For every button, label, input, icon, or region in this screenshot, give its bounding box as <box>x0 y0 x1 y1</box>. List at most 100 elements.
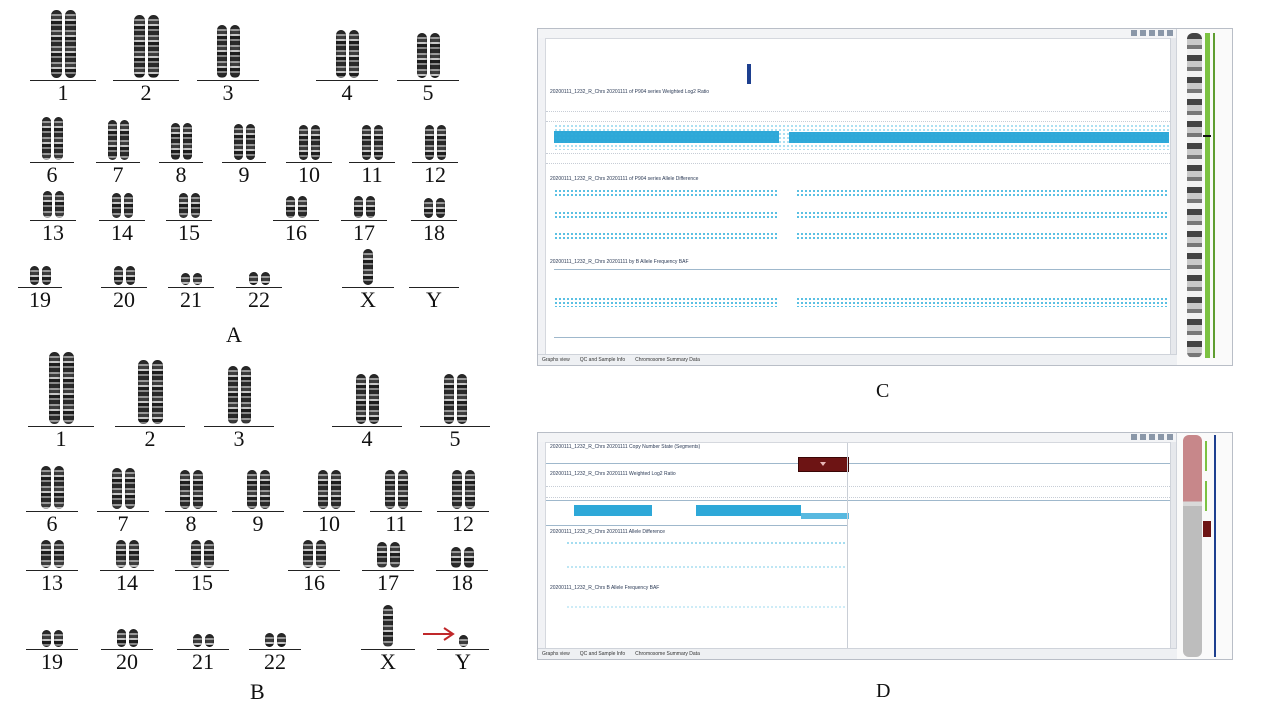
settings-icon[interactable] <box>1167 434 1173 440</box>
chromosome-label: 10 <box>298 162 320 187</box>
track-label-baf: 20200111_1232_R_Chrs B Allele Frequency … <box>550 585 660 591</box>
chromosome-label: 3 <box>222 80 234 105</box>
cnv-segment[interactable] <box>798 457 849 472</box>
chromosome-label: 16 <box>303 570 325 595</box>
chromosome-19: 19 <box>18 266 62 311</box>
chromosome-13: 13 <box>26 540 78 594</box>
zoom-out-icon[interactable] <box>1140 434 1146 440</box>
zoom-in-icon[interactable] <box>1131 434 1137 440</box>
chromosome-3: 3 <box>197 25 259 104</box>
chromosome-label: 22 <box>264 649 286 674</box>
chromosome-2: 2 <box>115 360 185 450</box>
chromosome-ideogram[interactable] <box>1183 435 1202 657</box>
vertical-scrollbar[interactable] <box>1170 442 1177 649</box>
track-label-allele: 20200111_1232_R_Chrs 20201111 of P904 se… <box>550 176 699 182</box>
chromosome-7: 7 <box>96 120 140 186</box>
chromosome-label: 11 <box>361 162 383 187</box>
chromosome-label: 15 <box>191 570 213 595</box>
cnv-viewer-window-d: 20200111_1232_R_Chrs 20201111 Copy Numbe… <box>537 432 1233 660</box>
chromosome-label: Y <box>426 287 442 312</box>
bottom-tabs: Graphs view QC and Sample Info Chromosom… <box>538 354 1177 365</box>
home-icon[interactable] <box>1149 434 1155 440</box>
panel-letter-b: B <box>250 679 265 704</box>
chromosome-18: 18 <box>436 547 488 594</box>
tab-graphs-view[interactable]: Graphs view <box>542 357 570 363</box>
track-label-cn-state: 20200111_1232_R_Chrs 20201111 Copy Numbe… <box>550 444 701 450</box>
chromosome-label: 6 <box>46 511 58 536</box>
chromosome-21: 21 <box>177 634 229 673</box>
chromosome-ideogram-panel <box>1176 433 1232 659</box>
plot-area[interactable]: 20200111_1232_R_Chrs 20201111 Copy Numbe… <box>546 443 1170 649</box>
chromosome-x: X <box>342 249 394 311</box>
chromosome-6: 6 <box>30 117 74 186</box>
panel-letter-a: A <box>226 322 242 347</box>
chromosome-label: 8 <box>185 511 197 536</box>
chromosome-20: 20 <box>101 629 153 673</box>
chromosome-6: 6 <box>26 466 78 535</box>
chromosome-x: X <box>361 605 415 673</box>
chromosome-9: 9 <box>222 124 266 186</box>
tab-chromosome-summary[interactable]: Chromosome Summary Data <box>635 651 700 657</box>
chromosome-20: 20 <box>101 266 147 311</box>
log2-band-2 <box>696 505 801 516</box>
log2-band-3 <box>801 513 849 519</box>
zoom-in-icon[interactable] <box>1131 30 1137 36</box>
chromosome-4: 4 <box>316 30 378 104</box>
left-sidebar <box>538 442 546 649</box>
chromosome-15: 15 <box>175 540 229 594</box>
search-icon[interactable] <box>1158 30 1164 36</box>
track-label-allele: 20200111_1232_R_Chrs 20201111 Allele Dif… <box>550 529 666 535</box>
chromosome-label: X <box>380 649 396 674</box>
chromosome-label: 16 <box>285 220 307 245</box>
chromosome-label: 8 <box>175 162 187 187</box>
chromosome-label: 9 <box>252 511 264 536</box>
chromosome-label: 5 <box>422 80 434 105</box>
chromosome-label: 2 <box>144 426 156 451</box>
panel-letter-d: D <box>876 680 891 702</box>
log2-band-1 <box>574 505 652 516</box>
chromosome-label: 18 <box>423 220 445 245</box>
chromosome-12: 12 <box>412 125 458 186</box>
tab-graphs-view[interactable]: Graphs view <box>542 651 570 657</box>
track-label-baf: 20200111_1232_R_Chrs 20201111 by B Allel… <box>550 259 689 265</box>
chromosome-label: 4 <box>361 426 373 451</box>
chromosome-label: 18 <box>451 570 473 595</box>
chromosome-label: 20 <box>116 649 138 674</box>
toolbar <box>538 29 1177 39</box>
chromosome-label: 13 <box>41 570 63 595</box>
chromosome-label: 17 <box>353 220 375 245</box>
chromosome-label: 7 <box>117 511 129 536</box>
chromosome-label: 12 <box>452 511 474 536</box>
chromosome-label: 13 <box>42 220 64 245</box>
tab-qc-sample-info[interactable]: QC and Sample Info <box>579 651 626 657</box>
zoom-out-icon[interactable] <box>1140 30 1146 36</box>
chromosome-13: 13 <box>30 191 76 244</box>
home-icon[interactable] <box>1149 30 1155 36</box>
search-icon[interactable] <box>1158 434 1164 440</box>
tab-chromosome-summary[interactable]: Chromosome Summary Data <box>635 357 700 363</box>
chromosome-label: 1 <box>55 426 67 451</box>
chromosome-11: 11 <box>370 470 422 535</box>
chromosome-11: 11 <box>349 125 395 186</box>
cnv-viewer-window-c: 20200111_1232_R_Chrs 20201111 of P904 se… <box>537 28 1233 366</box>
tab-qc-sample-info[interactable]: QC and Sample Info <box>579 357 626 363</box>
track-label-log2: 20200111_1232_R_Chrs 20201111 Weighted L… <box>550 471 676 477</box>
chromosome-5: 5 <box>397 33 459 104</box>
chromosome-y: Y <box>409 285 459 311</box>
chromosome-label: 20 <box>113 287 135 312</box>
chromosome-1: 1 <box>28 352 94 450</box>
toolbar <box>538 433 1177 443</box>
chromosome-label: 6 <box>46 162 58 187</box>
chromosome-22: 22 <box>249 633 301 673</box>
chromosome-8: 8 <box>165 470 217 535</box>
vertical-scrollbar[interactable] <box>1170 38 1177 355</box>
chromosome-label: 2 <box>140 80 152 105</box>
chromosome-16: 16 <box>273 196 319 244</box>
chromosome-label: 22 <box>248 287 270 312</box>
plot-area[interactable]: 20200111_1232_R_Chrs 20201111 of P904 se… <box>546 39 1170 355</box>
chromosome-label: X <box>360 287 376 312</box>
chromosome-label: 3 <box>233 426 245 451</box>
chromosome-ideogram[interactable] <box>1187 33 1202 358</box>
chromosome-14: 14 <box>100 540 154 594</box>
settings-icon[interactable] <box>1167 30 1173 36</box>
